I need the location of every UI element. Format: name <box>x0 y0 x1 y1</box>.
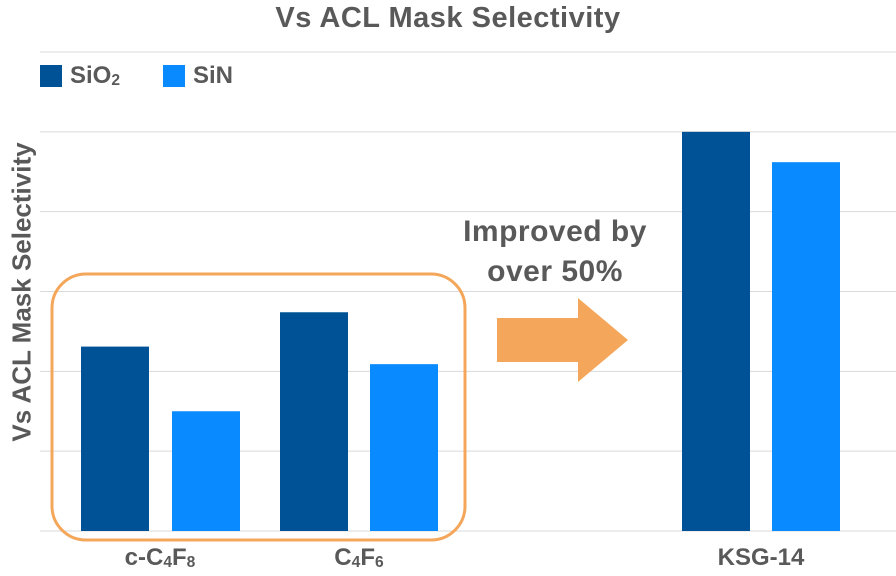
y-axis-label: Vs ACL Mask Selectivity <box>6 142 37 442</box>
legend-swatch-sio2 <box>40 65 62 87</box>
chart-title: Vs ACL Mask Selectivity <box>275 2 621 34</box>
annotation-line-1: Improved by <box>463 215 647 248</box>
annotation-line-2: over 50% <box>487 255 623 288</box>
bar-sin-1 <box>370 364 438 531</box>
improvement-arrow <box>497 298 628 382</box>
legend-label-sin: SiN <box>193 62 234 89</box>
improvement-annotation: Improved by over 50% <box>440 212 670 292</box>
highlight-box <box>50 272 467 542</box>
legend-swatch-sin <box>163 65 185 87</box>
bar-sio2-1 <box>280 312 348 531</box>
legend-item-sin: SiN <box>163 62 233 90</box>
bar-sio2-0 <box>81 346 149 531</box>
legend-item-sio2: SiO2 <box>40 62 120 90</box>
x-tick-label-c-c4f8: c-C4F8 <box>124 544 196 571</box>
bar-sin-2 <box>772 162 840 532</box>
bar-sio2-2 <box>682 131 750 532</box>
x-tick-label-ksg-14: KSG-14 <box>717 544 805 571</box>
x-tick-label-c4f6: C4F6 <box>334 544 384 571</box>
bars <box>81 131 840 532</box>
bar-sin-0 <box>172 411 240 531</box>
legend-label-sio2: SiO2 <box>70 62 121 89</box>
